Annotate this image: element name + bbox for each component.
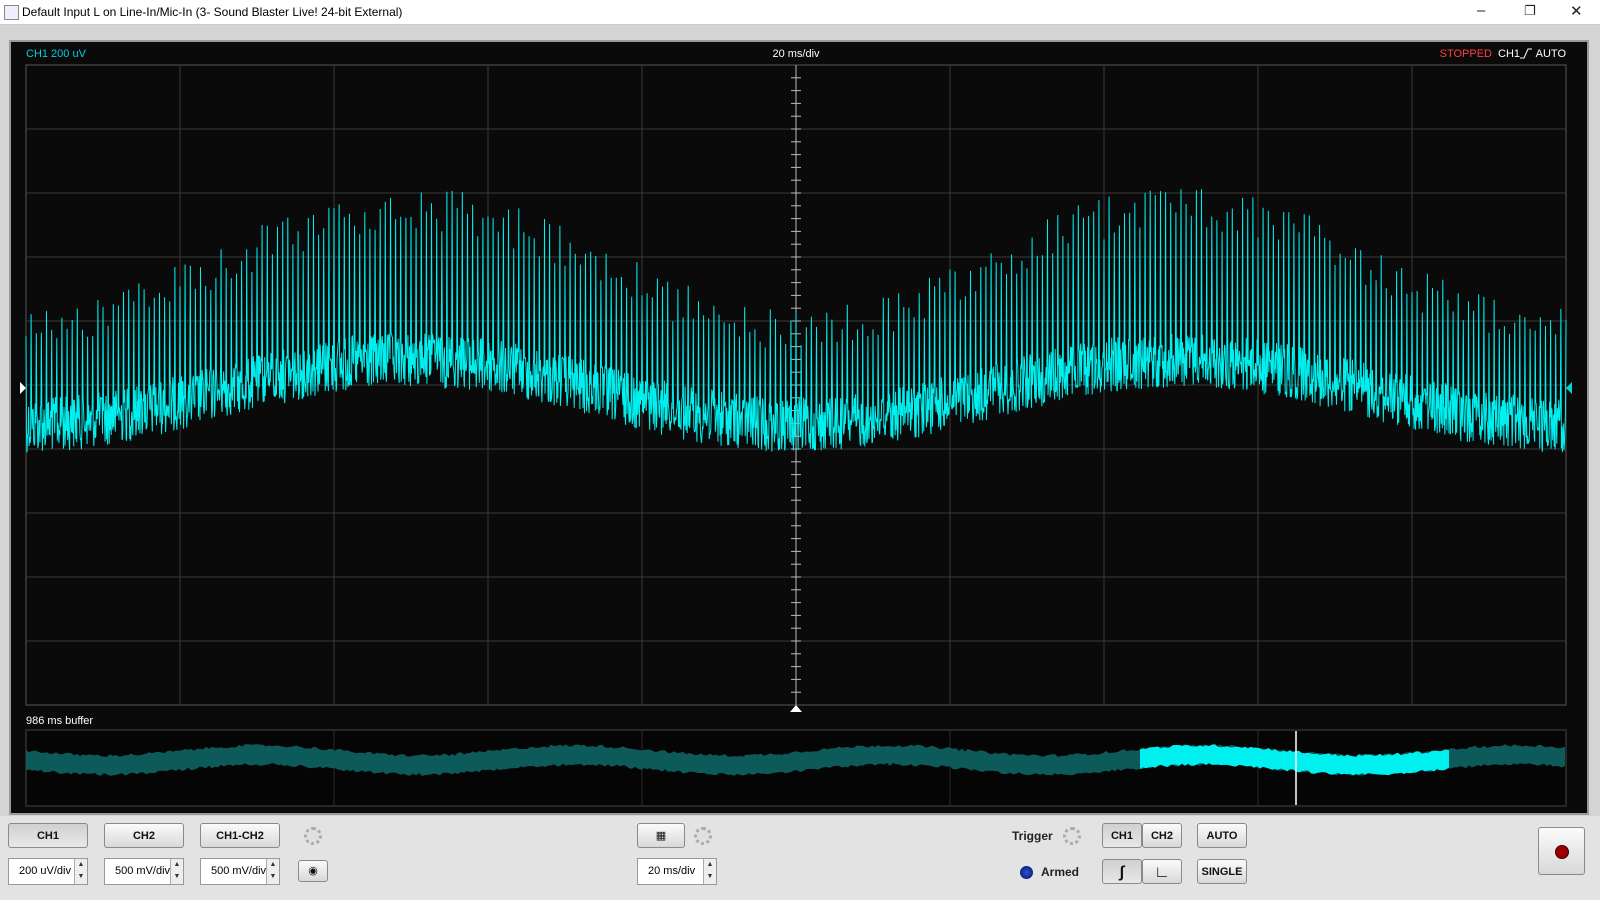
single-button[interactable]: SINGLE [1197,859,1247,884]
timebase: 20 ms/div [772,48,820,60]
screenshot-button[interactable]: ◉ [298,860,328,882]
buffer-label: 986 ms buffer [26,715,93,727]
grid-button[interactable]: ▦ [637,823,685,848]
ch1-scale-spinner[interactable]: 200 uV/div ▲ ▼ [8,858,88,885]
ch2-scale: 500 mV/div [115,865,171,877]
trigger-settings[interactable] [1063,827,1081,845]
run-status: STOPPED [1440,48,1492,60]
spinner-arrows[interactable]: ▲ ▼ [170,859,183,884]
trigger-channel: CH1 [1498,48,1520,60]
armed-indicator [1020,866,1033,879]
ch2-button[interactable]: CH2 [104,823,184,848]
math-scale: 500 mV/div [211,865,267,877]
buffer-view-window [1140,744,1449,776]
math-scale-spinner[interactable]: 500 mV/div ▲ ▼ [200,858,280,885]
channel-scale: CH1 200 uV [26,48,87,60]
channel-settings[interactable] [304,827,322,845]
ch1-ch2-button[interactable]: CH1-CH2 [200,823,280,848]
waveform [25,189,1567,453]
title-bar: Default Input L on Line-In/Mic-In (3- So… [0,0,1600,25]
ch2-scale-spinner[interactable]: 500 mV/div ▲ ▼ [104,858,184,885]
record-dot [1554,845,1569,859]
spinner-arrows[interactable]: ▲ ▼ [74,859,87,884]
scope-display: CH1 200 uV 20 ms/div STOPPED CH1 AUTO 98… [9,40,1589,815]
trigger-position-marker [790,705,802,712]
falling-edge-button[interactable]: ∟ [1142,859,1182,884]
timebase-spinner[interactable]: 20 ms/div ▲ ▼ [637,858,717,885]
level-marker [20,382,26,394]
minimize-button[interactable]: – [1477,2,1486,19]
ch1-button[interactable]: CH1 [8,823,88,848]
rising-edge-button[interactable]: ∫ [1102,859,1142,884]
spinner-arrows[interactable]: ▲ ▼ [266,859,279,884]
control-bar: CH1 CH2 CH1-CH2 200 uV/div ▲ ▼ 500 mV/div ▲… [0,816,1600,900]
trigger-state: Armed [1041,865,1080,879]
trigger-ch1-button[interactable]: CH1 [1102,823,1142,848]
slope-icon [1520,48,1532,59]
trigger-label: Trigger [1012,829,1053,843]
spinner-arrows[interactable]: ▲ ▼ [703,859,716,884]
app-icon [4,5,19,20]
close-button[interactable]: ✕ [1570,3,1583,20]
window-title: Default Input L on Line-In/Mic-In (3- So… [22,5,403,19]
ch1-scale: 200 uV/div [19,865,71,877]
restore-button[interactable]: ❐ [1524,3,1536,18]
timebase-value: 20 ms/div [648,865,696,877]
display-settings[interactable] [694,827,712,845]
auto-button[interactable]: AUTO [1197,823,1247,848]
trigger-ch2-button[interactable]: CH2 [1142,823,1182,848]
trigger-level-marker [1566,382,1572,394]
record-button[interactable] [1538,827,1585,875]
trigger-mode: AUTO [1536,48,1567,60]
